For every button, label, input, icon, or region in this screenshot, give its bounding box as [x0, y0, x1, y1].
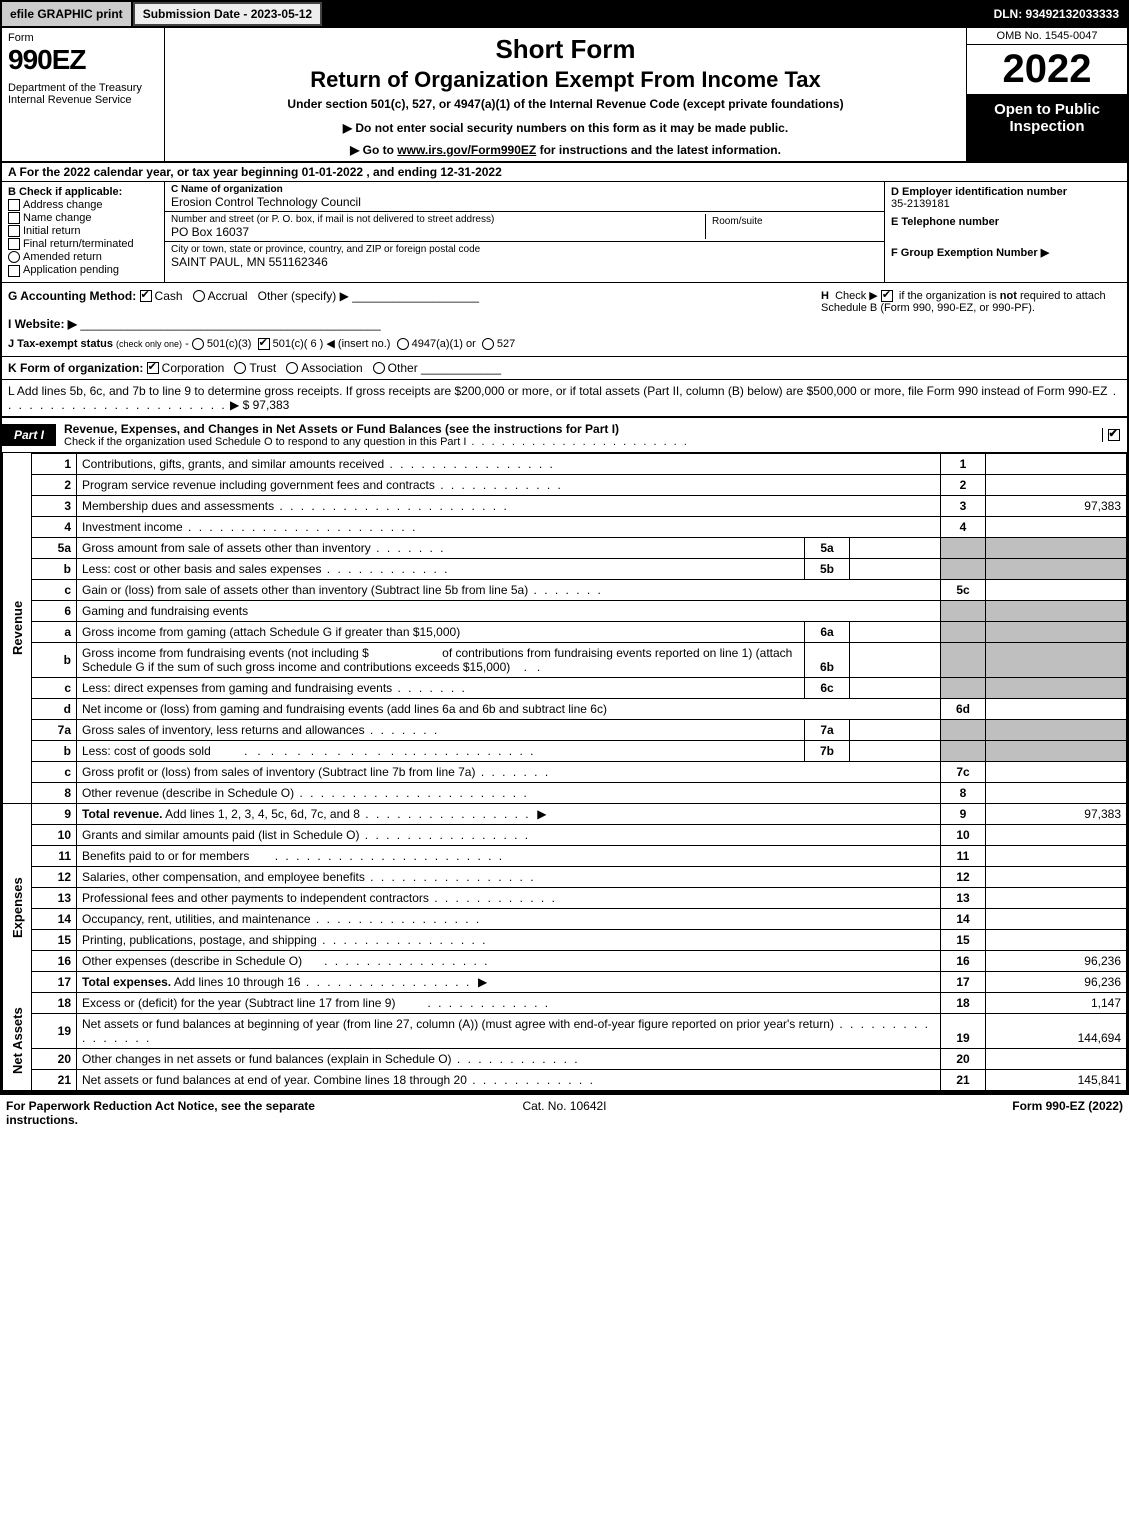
form-label: Form — [8, 32, 158, 44]
org-city: SAINT PAUL, MN 551162346 — [171, 255, 878, 269]
f-group-label: F Group Exemption Number ▶ — [891, 247, 1049, 259]
amt-11 — [986, 845, 1127, 866]
i-website: I Website: ▶ — [8, 317, 77, 331]
short-form-title: Short Form — [173, 34, 958, 65]
d-ein-label: D Employer identification number — [891, 186, 1067, 198]
lines-table: Revenue 1 Contributions, gifts, grants, … — [2, 453, 1127, 1091]
chk-corp[interactable] — [147, 362, 159, 374]
block-bcd: B Check if applicable: Address change Na… — [2, 182, 1127, 283]
form-title: Return of Organization Exempt From Incom… — [173, 67, 958, 93]
amt-15 — [986, 929, 1127, 950]
form-container: Form 990EZ Department of the Treasury In… — [0, 28, 1129, 1093]
header-left: Form 990EZ Department of the Treasury In… — [2, 28, 165, 161]
chk-name-change[interactable] — [8, 212, 20, 224]
form-subtitle: Under section 501(c), 527, or 4947(a)(1)… — [173, 97, 958, 111]
amt-19: 144,694 — [986, 1013, 1127, 1048]
amt-3: 97,383 — [986, 495, 1127, 516]
chk-assoc[interactable] — [286, 362, 298, 374]
org-address: PO Box 16037 — [171, 225, 705, 239]
open-to-public: Open to Public Inspection — [967, 95, 1127, 161]
footer-left: For Paperwork Reduction Act Notice, see … — [6, 1099, 378, 1127]
side-revenue: Revenue — [3, 453, 32, 803]
chk-501c[interactable] — [258, 338, 270, 350]
chk-accrual[interactable] — [193, 290, 205, 302]
chk-address-change[interactable] — [8, 199, 20, 211]
side-netassets: Net Assets — [3, 992, 32, 1090]
e-tel-label: E Telephone number — [891, 216, 999, 228]
footer-right: Form 990-EZ (2022) — [751, 1099, 1123, 1127]
side-expenses: Expenses — [3, 824, 32, 992]
dln: DLN: 93492132033333 — [986, 2, 1127, 26]
chk-schedule-o[interactable] — [1108, 429, 1120, 441]
col-b: B Check if applicable: Address change Na… — [2, 182, 165, 282]
amt-12 — [986, 866, 1127, 887]
page-footer: For Paperwork Reduction Act Notice, see … — [0, 1093, 1129, 1131]
amt-10 — [986, 824, 1127, 845]
col-d: D Employer identification number 35-2139… — [884, 182, 1127, 282]
radio-501c3[interactable] — [192, 338, 204, 350]
department: Department of the Treasury Internal Reve… — [8, 82, 158, 106]
g-label: G Accounting Method: — [8, 289, 140, 303]
form-number: 990EZ — [8, 44, 158, 76]
efile-topbar: efile GRAPHIC print Submission Date - 20… — [0, 0, 1129, 28]
amt-5c — [986, 579, 1127, 600]
amt-20 — [986, 1048, 1127, 1069]
chk-other-org[interactable] — [373, 362, 385, 374]
chk-application-pending[interactable] — [8, 265, 20, 277]
row-k: K Form of organization: Corporation Trus… — [2, 357, 1127, 380]
chk-initial-return[interactable] — [8, 225, 20, 237]
part-i-tag: Part I — [2, 424, 56, 446]
amt-9: 97,383 — [986, 803, 1127, 824]
tax-year: 2022 — [967, 45, 1127, 95]
chk-final-return[interactable] — [8, 238, 20, 250]
c-addr-label: Number and street (or P. O. box, if mail… — [171, 214, 705, 225]
part-i-title: Revenue, Expenses, and Changes in Net As… — [56, 418, 1102, 452]
part-i-bar: Part I Revenue, Expenses, and Changes in… — [2, 416, 1127, 453]
note2-pre: ▶ Go to — [350, 143, 397, 157]
website-note: ▶ Go to www.irs.gov/Form990EZ for instru… — [173, 143, 958, 157]
org-name: Erosion Control Technology Council — [171, 195, 878, 209]
room-label: Room/suite — [712, 216, 872, 227]
amt-6d — [986, 698, 1127, 719]
footer-mid: Cat. No. 10642I — [378, 1099, 750, 1127]
row-a-tax-year: A For the 2022 calendar year, or tax yea… — [2, 163, 1127, 182]
efile-print-button[interactable]: efile GRAPHIC print — [2, 2, 133, 26]
omb-number: OMB No. 1545-0047 — [967, 28, 1127, 45]
header-right: OMB No. 1545-0047 2022 Open to Public In… — [967, 28, 1127, 161]
row-l: L Add lines 5b, 6c, and 7b to line 9 to … — [2, 380, 1127, 416]
ein-value: 35-2139181 — [891, 198, 1121, 210]
amt-7c — [986, 761, 1127, 782]
irs-link[interactable]: www.irs.gov/Form990EZ — [397, 143, 536, 157]
c-name-label: C Name of organization — [171, 184, 283, 195]
amt-1 — [986, 453, 1127, 474]
form-header: Form 990EZ Department of the Treasury In… — [2, 28, 1127, 163]
l-amount: ▶ $ 97,383 — [230, 398, 289, 412]
amt-17: 96,236 — [986, 971, 1127, 992]
amt-4 — [986, 516, 1127, 537]
amt-2 — [986, 474, 1127, 495]
radio-527[interactable] — [482, 338, 494, 350]
submission-date: Submission Date - 2023-05-12 — [133, 2, 322, 26]
chk-trust[interactable] — [234, 362, 246, 374]
row-g-h: G Accounting Method: Cash Accrual Other … — [2, 283, 1127, 357]
chk-amended-return[interactable] — [8, 251, 20, 263]
amt-8 — [986, 782, 1127, 803]
ssn-note: ▶ Do not enter social security numbers o… — [173, 121, 958, 135]
amt-21: 145,841 — [986, 1069, 1127, 1090]
amt-13 — [986, 887, 1127, 908]
chk-cash[interactable] — [140, 290, 152, 302]
topbar-spacer — [322, 2, 985, 26]
col-c: C Name of organization Erosion Control T… — [165, 182, 884, 282]
chk-schedule-b[interactable] — [881, 290, 893, 302]
radio-4947[interactable] — [397, 338, 409, 350]
h-schedule-b: H Check ▶ if the organization is not req… — [821, 289, 1121, 350]
note2-post: for instructions and the latest informat… — [536, 143, 781, 157]
header-mid: Short Form Return of Organization Exempt… — [165, 28, 967, 161]
amt-18: 1,147 — [986, 992, 1127, 1013]
c-city-label: City or town, state or province, country… — [171, 244, 878, 255]
amt-16: 96,236 — [986, 950, 1127, 971]
b-label: B Check if applicable: — [8, 186, 122, 198]
amt-14 — [986, 908, 1127, 929]
